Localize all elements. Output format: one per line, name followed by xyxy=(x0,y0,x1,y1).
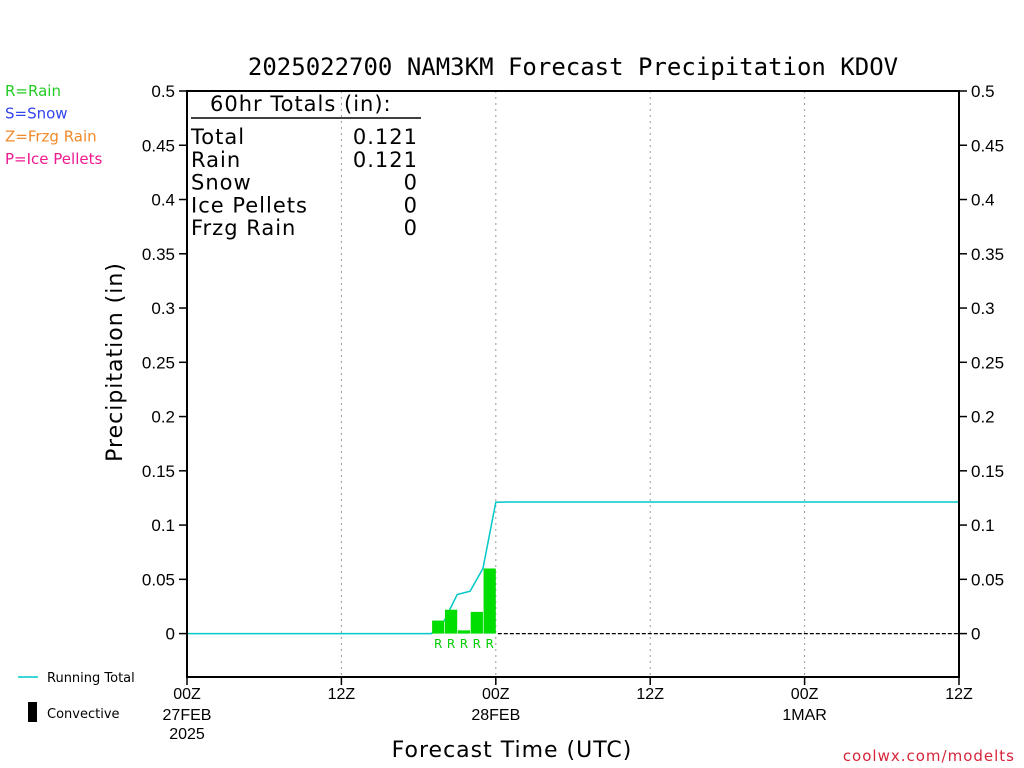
ptype-legend-item: S=Snow xyxy=(5,105,68,123)
x-tick-date: 1MAR xyxy=(782,707,826,724)
y-tick-label-right: 0.15 xyxy=(971,462,1004,481)
totals-row-label: Ice Pellets xyxy=(191,193,308,217)
running-total-line xyxy=(187,501,959,635)
ptype-legend-item: P=Ice Pellets xyxy=(5,150,102,168)
y-tick-label: 0.3 xyxy=(151,299,175,318)
totals-row-value: 0 xyxy=(404,216,418,240)
totals-row-value: 0 xyxy=(404,193,418,217)
x-tick-label: 12Z xyxy=(945,686,973,703)
y-tick-label: 0.15 xyxy=(142,462,175,481)
bar-ptype-label: R xyxy=(460,637,468,651)
bar-ptype-label: R xyxy=(486,637,494,651)
y-tick-label-right: 0.3 xyxy=(971,299,995,318)
precip-bar xyxy=(470,611,483,634)
series-legend: Running Total Convective xyxy=(18,671,135,722)
convective-legend-label: Convective xyxy=(47,707,120,722)
totals-row-value: 0.121 xyxy=(353,148,418,172)
x-tick-label: 00Z xyxy=(791,686,819,703)
y-tick-label: 0 xyxy=(166,625,175,644)
y-tick-label: 0.25 xyxy=(142,353,175,372)
y-tick-label-right: 0 xyxy=(971,625,980,644)
grid xyxy=(340,91,806,677)
x-tick-label: 00Z xyxy=(173,686,201,703)
y-tick-label-right: 0.1 xyxy=(971,516,995,535)
y-tick-label: 0.5 xyxy=(151,82,175,101)
y-tick-label-right: 0.35 xyxy=(971,245,1004,264)
totals-row-label: Total xyxy=(190,125,245,149)
y-tick-label-right: 0.5 xyxy=(971,82,995,101)
precip-bar xyxy=(444,609,458,634)
bar-ptype-label: R xyxy=(434,637,442,651)
convective-legend-swatch xyxy=(28,702,37,722)
bar-ptype-label: R xyxy=(447,637,455,651)
y-axis-right: 0 0.05 0.1 0.15 0.2 0.25 0.3 0.35 0.4 0.45 0.5 xyxy=(959,82,1004,644)
y-tick-label: 0.2 xyxy=(151,408,175,427)
y-tick-label: 0.05 xyxy=(142,570,175,589)
x-axis-label: Forecast Time (UTC) xyxy=(392,738,633,763)
precip-bar xyxy=(457,630,471,634)
y-tick-label: 0.45 xyxy=(142,136,175,155)
credit-text: coolwx.com/modelts xyxy=(843,747,1015,765)
y-tick-label-right: 0.2 xyxy=(971,408,995,427)
totals-box: 60hr Totals (in): Total 0.121 Rain 0.121 Sno… xyxy=(190,92,421,240)
y-tick-label-right: 0.25 xyxy=(971,353,1004,372)
plot-frame xyxy=(186,90,960,678)
y-tick-label: 0.4 xyxy=(151,191,175,210)
ptype-legend-item: Z=Frzg Rain xyxy=(5,127,97,145)
y-tick-label: 0.35 xyxy=(142,245,175,264)
y-tick-label-right: 0.4 xyxy=(971,191,995,210)
y-tick-label-right: 0.05 xyxy=(971,570,1004,589)
x-tick-date: 28FEB xyxy=(471,707,520,724)
totals-header: 60hr Totals (in): xyxy=(210,92,392,116)
running-total-series xyxy=(187,501,959,635)
y-axis-label: Precipitation (in) xyxy=(103,262,128,462)
ptype-legend-item: R=Rain xyxy=(5,82,61,100)
precip-bar xyxy=(483,568,496,634)
y-tick-label-right: 0.45 xyxy=(971,136,1004,155)
totals-row-value: 0 xyxy=(404,171,418,195)
bar-ptype-label: R xyxy=(473,637,481,651)
running-total-legend-label: Running Total xyxy=(47,671,135,686)
x-tick-label: 12Z xyxy=(636,686,664,703)
x-tick-year: 2025 xyxy=(169,726,205,743)
x-tick-label: 00Z xyxy=(482,686,510,703)
totals-row-value: 0.121 xyxy=(353,125,418,149)
totals-row-label: Snow xyxy=(191,171,252,195)
precip-bar xyxy=(432,620,445,634)
totals-row-label: Frzg Rain xyxy=(191,216,296,240)
chart-title: 2025022700 NAM3KM Forecast Precipitation… xyxy=(248,53,898,81)
x-axis: 00Z 27FEB 2025 12Z 00Z 28FEB 12Z 00Z 1MAR 12Z xyxy=(163,677,973,743)
ptype-legend: R=Rain S=Snow Z=Frzg Rain P=Ice Pellets xyxy=(5,82,102,168)
totals-row-label: Rain xyxy=(191,148,241,172)
y-axis-left: 0 0.05 0.1 0.15 0.2 0.25 0.3 0.35 0.4 0.45 0.5 xyxy=(142,82,187,644)
y-tick-label: 0.1 xyxy=(151,516,175,535)
x-tick-label: 12Z xyxy=(328,686,356,703)
x-tick-date: 27FEB xyxy=(163,707,212,724)
